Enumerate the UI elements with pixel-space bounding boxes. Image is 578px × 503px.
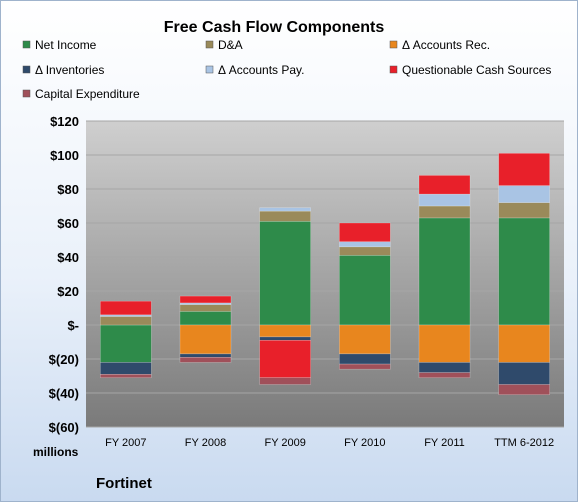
x-axis-ticks: FY 2007 FY 2008 FY 2009 FY 2010 FY 2011 TTM 6…: [105, 437, 554, 449]
x-tick-label: FY 2011: [424, 437, 465, 449]
x-tick-label: FY 2008: [185, 437, 226, 449]
bar-questionable-cash-sources: [179, 295, 232, 304]
y-tick-label: $60: [57, 216, 79, 231]
bar-net-income: [179, 311, 232, 326]
bar-d-a: [418, 205, 471, 219]
bar-net-income: [418, 217, 471, 326]
bar-capital-expenditure: [418, 372, 471, 379]
x-tick-label: FY 2009: [264, 437, 305, 449]
bar-delta-inventories: [339, 353, 391, 365]
x-tick-label: TTM 6-2012: [494, 437, 554, 449]
bar-delta-accounts-pay: [259, 207, 311, 212]
y-tick-label: $(20): [49, 352, 79, 367]
bar-delta-accounts-rec: [179, 324, 232, 355]
y-tick-label: $-: [67, 318, 79, 333]
legend-label-delta-accounts-rec: Δ Accounts Rec.: [402, 38, 490, 52]
bar-net-income: [339, 255, 391, 326]
legend-label-capital-expenditure: Capital Expenditure: [35, 87, 140, 101]
gridlines: [86, 120, 564, 428]
bar-net-income: [498, 217, 550, 326]
bar-net-income: [100, 324, 152, 363]
chart-title: Free Cash Flow Components: [164, 19, 385, 36]
bar-questionable-cash-sources: [498, 153, 550, 186]
y-tick-label: $100: [50, 148, 79, 163]
bars: [100, 153, 550, 395]
bar-delta-accounts-pay: [498, 185, 550, 203]
y-tick-label: $(40): [49, 386, 79, 401]
y-tick-label: $120: [50, 114, 79, 129]
legend-swatch-delta-inventories: [22, 65, 31, 74]
y-tick-label: $40: [57, 250, 79, 265]
bar-capital-expenditure: [179, 356, 232, 363]
bar-delta-inventories: [259, 336, 311, 341]
legend: Net Income D&A Δ Accounts Rec. Δ Inventorie…: [22, 38, 551, 101]
bar-delta-accounts-rec: [498, 324, 550, 363]
bar-questionable-cash-sources: [259, 339, 311, 378]
bar-capital-expenditure: [339, 363, 391, 370]
company-label: Fortinet: [96, 475, 152, 492]
bar-delta-accounts-pay: [418, 193, 471, 207]
bar-delta-accounts-pay: [339, 241, 391, 248]
y-tick-label: $80: [57, 182, 79, 197]
legend-label-questionable-cash-sources: Questionable Cash Sources: [402, 63, 551, 77]
bar-questionable-cash-sources: [418, 175, 471, 195]
bar-delta-inventories: [498, 362, 550, 385]
legend-swatch-questionable-cash-sources: [389, 65, 398, 74]
bar-delta-inventories: [100, 362, 152, 375]
bar-delta-accounts-rec: [259, 324, 311, 338]
unit-label: millions: [33, 445, 79, 459]
legend-label-d-a: D&A: [218, 38, 243, 52]
x-tick-label: FY 2007: [105, 437, 146, 449]
y-axis-ticks: $120 $100 $80 $60 $40 $20 $- $(20) $(40) $(60): [49, 114, 79, 435]
legend-label-delta-inventories: Δ Inventories: [35, 63, 104, 77]
bar-questionable-cash-sources: [100, 300, 152, 316]
plot-area: [86, 121, 564, 427]
x-tick-label: FY 2010: [344, 437, 385, 449]
legend-swatch-delta-accounts-rec: [389, 40, 398, 49]
bar-questionable-cash-sources: [339, 222, 391, 243]
legend-label-delta-accounts-pay: Δ Accounts Pay.: [218, 63, 305, 77]
bar-delta-inventories: [179, 353, 232, 358]
bar-net-income: [259, 221, 311, 326]
bar-capital-expenditure: [100, 373, 152, 378]
bar-d-a: [339, 246, 391, 256]
y-tick-label: $(60): [49, 420, 79, 435]
bar-d-a: [259, 210, 311, 222]
bar-capital-expenditure: [498, 384, 550, 395]
bar-d-a: [100, 316, 152, 326]
legend-swatch-delta-accounts-pay: [205, 65, 214, 74]
legend-swatch-capital-expenditure: [22, 89, 31, 98]
bar-delta-accounts-rec: [339, 324, 391, 355]
bar-delta-accounts-rec: [418, 324, 471, 363]
bar-capital-expenditure: [259, 377, 311, 385]
y-tick-label: $20: [57, 284, 79, 299]
legend-label-net-income: Net Income: [35, 38, 97, 52]
bar-delta-inventories: [418, 362, 471, 373]
legend-swatch-net-income: [22, 40, 31, 49]
bar-d-a: [179, 304, 232, 312]
bar-d-a: [498, 202, 550, 219]
legend-swatch-d-a: [205, 40, 214, 49]
